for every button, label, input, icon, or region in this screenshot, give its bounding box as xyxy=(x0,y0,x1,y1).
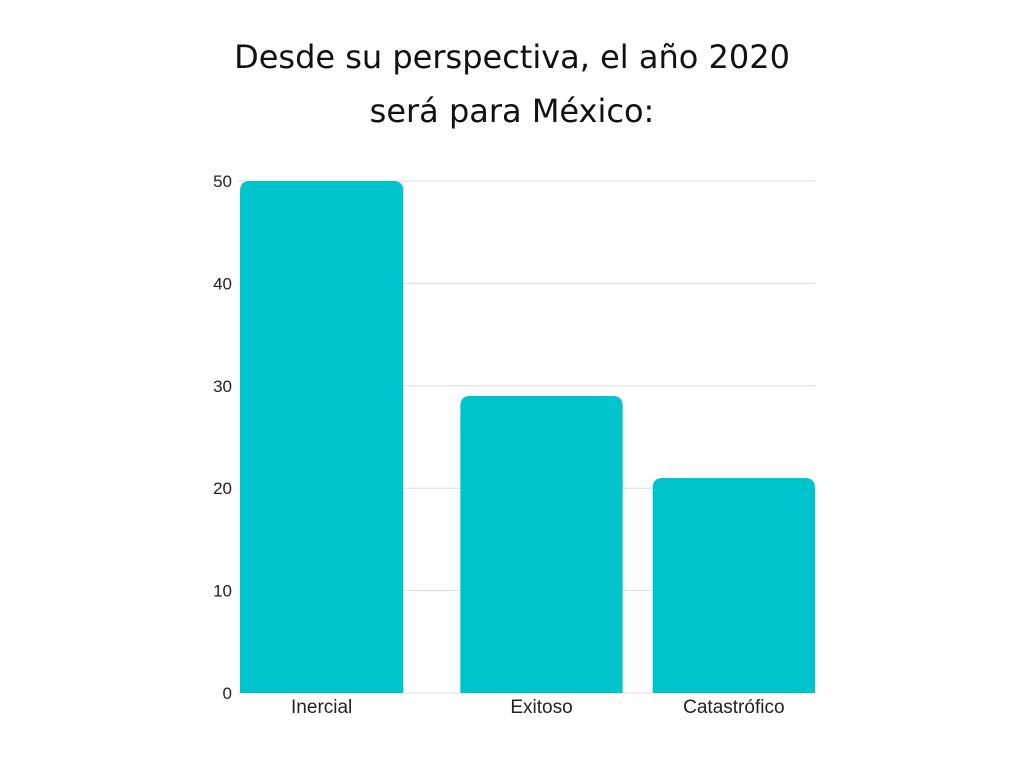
y-axis-tick-labels: 0 10 20 30 40 50 xyxy=(213,172,232,703)
bar-inercial xyxy=(240,181,404,693)
chart-title-line-2: será para México: xyxy=(369,92,655,130)
bar-exitoso xyxy=(460,396,623,693)
y-tick-label: 30 xyxy=(213,377,232,396)
y-tick-label: 20 xyxy=(213,479,232,498)
y-tick-label: 50 xyxy=(213,172,232,191)
bar-catastrófico xyxy=(652,477,815,693)
x-category-label: Inercial xyxy=(291,697,352,718)
chart-title: Desde su perspectiva, el año 2020 será p… xyxy=(0,30,1024,138)
x-category-label: Exitoso xyxy=(510,697,572,718)
y-tick-label: 40 xyxy=(213,274,232,293)
bars xyxy=(240,181,815,693)
y-tick-label: 10 xyxy=(213,582,232,601)
chart-title-line-1: Desde su perspectiva, el año 2020 xyxy=(234,38,790,76)
x-category-label: Catastrófico xyxy=(683,697,784,718)
x-axis-category-labels: Inercial Exitoso Catastrófico xyxy=(291,697,784,718)
y-tick-label: 0 xyxy=(223,684,232,703)
